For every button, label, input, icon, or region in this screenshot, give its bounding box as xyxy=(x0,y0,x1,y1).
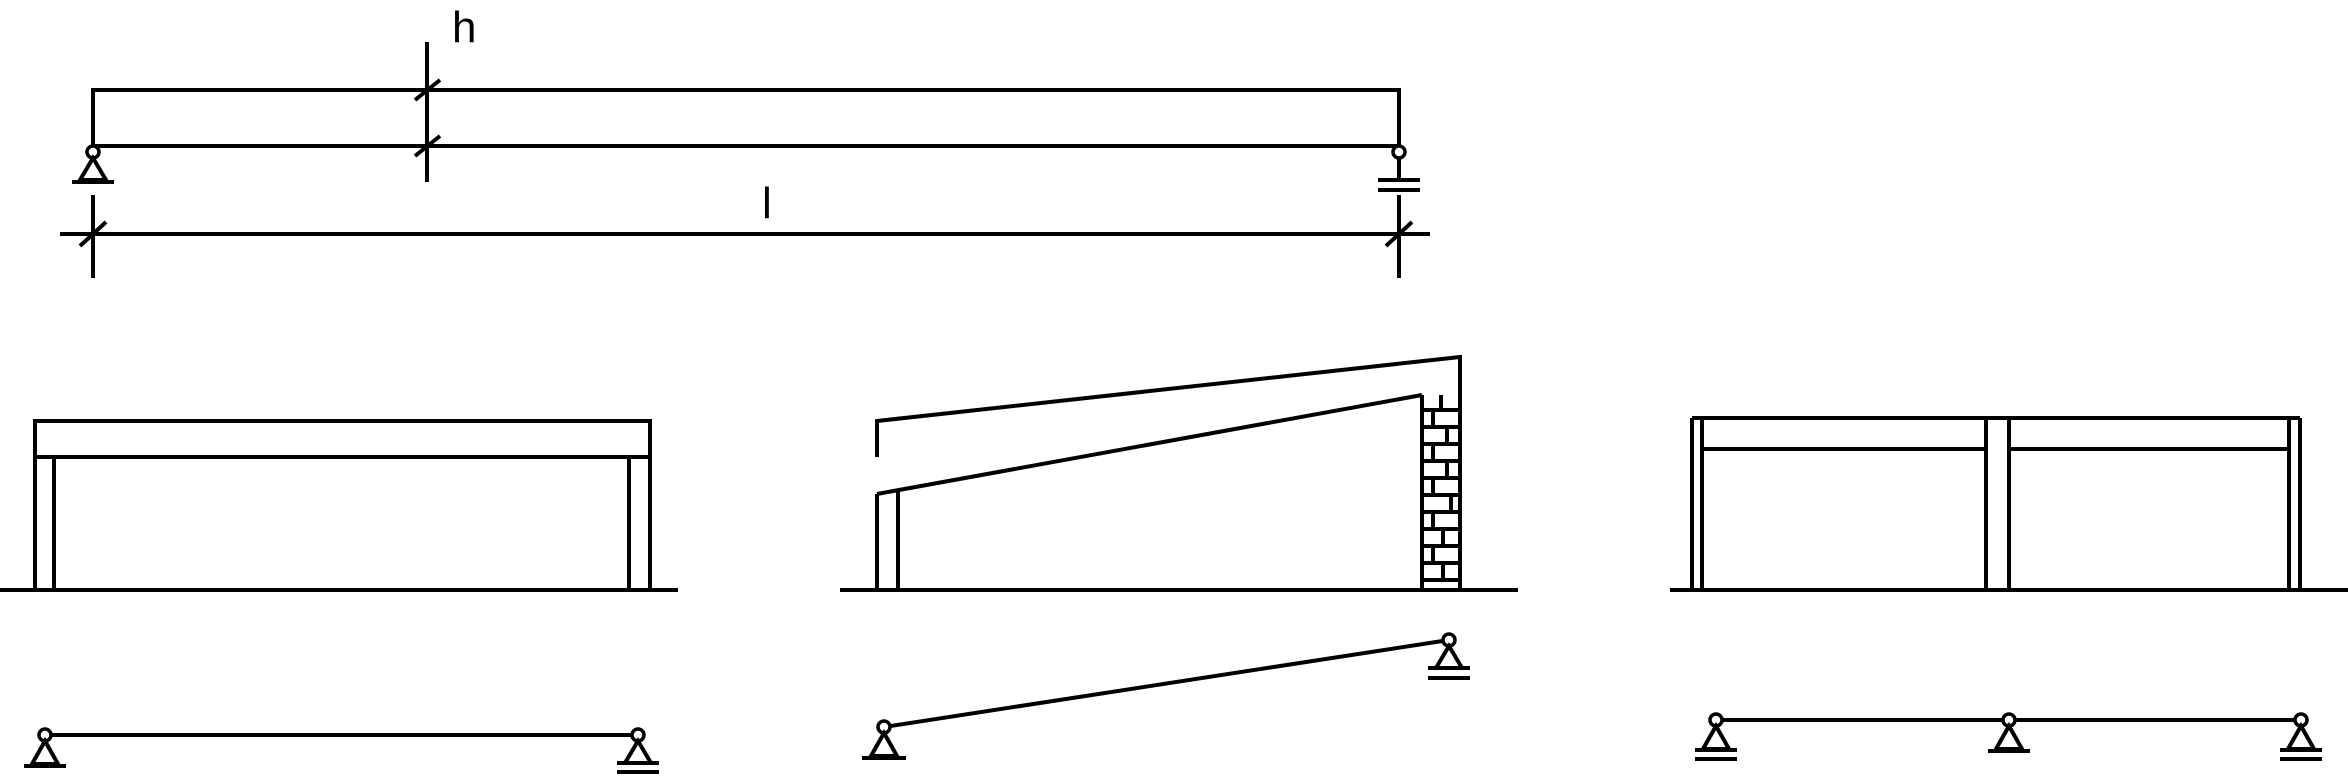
pin-support xyxy=(24,727,66,768)
pin-support xyxy=(862,719,906,760)
span-dimension: l xyxy=(60,179,1430,278)
height-label: h xyxy=(452,3,476,52)
main-beam-diagram: h l xyxy=(60,3,1430,278)
height-dimension: h xyxy=(413,3,476,182)
pin-support xyxy=(1988,712,2030,753)
monopitch-static-model xyxy=(862,632,1470,760)
flat-roof-static-model xyxy=(24,727,659,774)
roller-support xyxy=(2280,712,2322,761)
span-label: l xyxy=(762,179,772,228)
roller-support xyxy=(1428,632,1470,680)
flat-roof-beam xyxy=(33,419,652,459)
two-span-frame xyxy=(1670,416,2348,592)
roller-support xyxy=(617,727,659,774)
masonry-wall xyxy=(1420,395,1462,590)
sloped-roof-beam xyxy=(875,354,1462,457)
roller-support xyxy=(1695,712,1737,761)
flat-roof-frame xyxy=(0,419,678,592)
two-span-static-model xyxy=(1695,712,2322,761)
pin-support-left xyxy=(72,144,114,184)
roller-support-right xyxy=(1378,144,1420,192)
main-beam xyxy=(91,88,1401,148)
monopitch-roof-frame xyxy=(840,354,1518,592)
